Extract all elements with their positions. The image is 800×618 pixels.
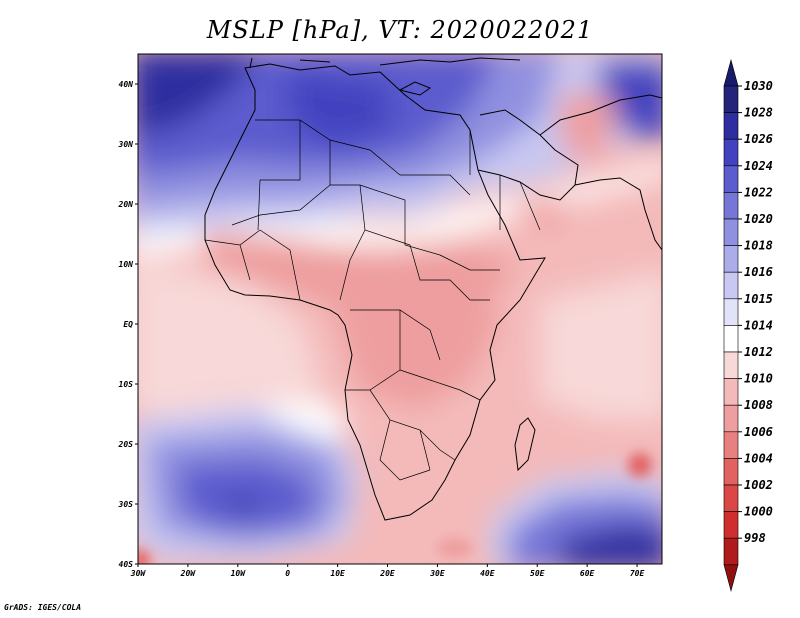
colorbar-swatch bbox=[723, 138, 739, 167]
grads-credit: GrADS: IGES/COLA bbox=[4, 603, 82, 612]
colorbar-swatch bbox=[723, 431, 739, 459]
colorbar-swatch bbox=[723, 218, 739, 246]
colorbar-swatch bbox=[723, 112, 739, 140]
lon-tick-label: 20W bbox=[180, 569, 197, 578]
colorbar-label: 1030 bbox=[744, 79, 773, 93]
colorbar-label: 1010 bbox=[744, 372, 773, 386]
colorbar-swatch bbox=[723, 351, 739, 379]
coastlines bbox=[204, 57, 662, 521]
colorbar-label: 1015 bbox=[744, 292, 773, 306]
colorbar-label: 1018 bbox=[744, 239, 773, 253]
colorbar-label: 1020 bbox=[744, 212, 773, 226]
lon-tick-label: 30W bbox=[130, 569, 147, 578]
lon-tick-label: 20E bbox=[379, 569, 395, 578]
lat-tick-label: 20S bbox=[118, 440, 134, 449]
lat-tick-label: 30S bbox=[118, 500, 134, 509]
lat-tick-label: 10N bbox=[119, 260, 134, 269]
lon-tick-label: 60E bbox=[580, 569, 595, 578]
colorbar-label: 1008 bbox=[744, 398, 773, 412]
lon-tick-label: 40E bbox=[480, 569, 495, 578]
colorbar-swatch bbox=[723, 458, 739, 486]
country-borders bbox=[204, 119, 541, 481]
lon-tick-label: 50E bbox=[530, 569, 545, 578]
colorbar: 1030 1028 1026 1024 1022 1020 1018 1016 1015 1014… bbox=[723, 58, 773, 592]
colorbar-swatch bbox=[723, 192, 739, 220]
colorbar-label: 1014 bbox=[744, 318, 773, 332]
colorbar-swatch bbox=[723, 245, 739, 273]
lon-tick-label: 10W bbox=[231, 569, 247, 578]
colorbar-bottom-arrow bbox=[723, 564, 739, 592]
colorbar-label: 1028 bbox=[744, 106, 773, 120]
colorbar-label: 1006 bbox=[744, 425, 773, 439]
pressure-field bbox=[138, 54, 662, 564]
lon-tick-label: 10E bbox=[330, 569, 345, 578]
colorbar-swatch bbox=[723, 271, 739, 300]
colorbar-swatch bbox=[723, 325, 739, 353]
colorbar-top-arrow bbox=[723, 58, 739, 87]
colorbar-label: 1000 bbox=[744, 505, 773, 519]
plot-frame bbox=[137, 53, 663, 565]
lat-tick-label: 20N bbox=[118, 200, 134, 209]
latitude-axis: 40N 30N 20N 10N EQ 10S 20S 30S 40S bbox=[118, 80, 138, 569]
lon-tick-label: 0 bbox=[285, 569, 290, 578]
colorbar-swatch bbox=[723, 484, 739, 512]
lat-tick-label: 10S bbox=[119, 380, 134, 389]
lat-tick-label: EQ bbox=[123, 320, 133, 329]
colorbar-swatch bbox=[723, 378, 739, 406]
colorbar-label: 1012 bbox=[744, 345, 773, 359]
colorbar-swatch bbox=[723, 165, 739, 193]
colorbar-swatch bbox=[723, 298, 739, 326]
lat-tick-label: 30N bbox=[118, 140, 134, 149]
map-title: MSLP [hPa], VT: 2020022021 bbox=[206, 16, 594, 44]
colorbar-label: 1002 bbox=[744, 478, 773, 492]
lat-tick-label: 40S bbox=[119, 560, 134, 569]
colorbar-label: 1004 bbox=[744, 451, 773, 465]
lat-tick-label: 40N bbox=[119, 80, 134, 89]
colorbar-label: 998 bbox=[744, 531, 766, 545]
colorbar-swatch bbox=[723, 511, 739, 539]
colorbar-label: 1016 bbox=[744, 265, 773, 279]
colorbar-swatch bbox=[723, 404, 739, 433]
colorbar-swatch bbox=[723, 537, 739, 566]
longitude-axis: 30W 20W 10W 0 10E 20E 30E 40E 50E 60E 70E bbox=[130, 564, 645, 578]
colorbar-label: 1022 bbox=[744, 185, 773, 199]
colorbar-swatch bbox=[723, 85, 739, 113]
lon-tick-label: 30E bbox=[429, 569, 445, 578]
lon-tick-label: 70E bbox=[630, 569, 645, 578]
colorbar-label: 1026 bbox=[744, 132, 773, 146]
colorbar-label: 1024 bbox=[744, 159, 773, 173]
